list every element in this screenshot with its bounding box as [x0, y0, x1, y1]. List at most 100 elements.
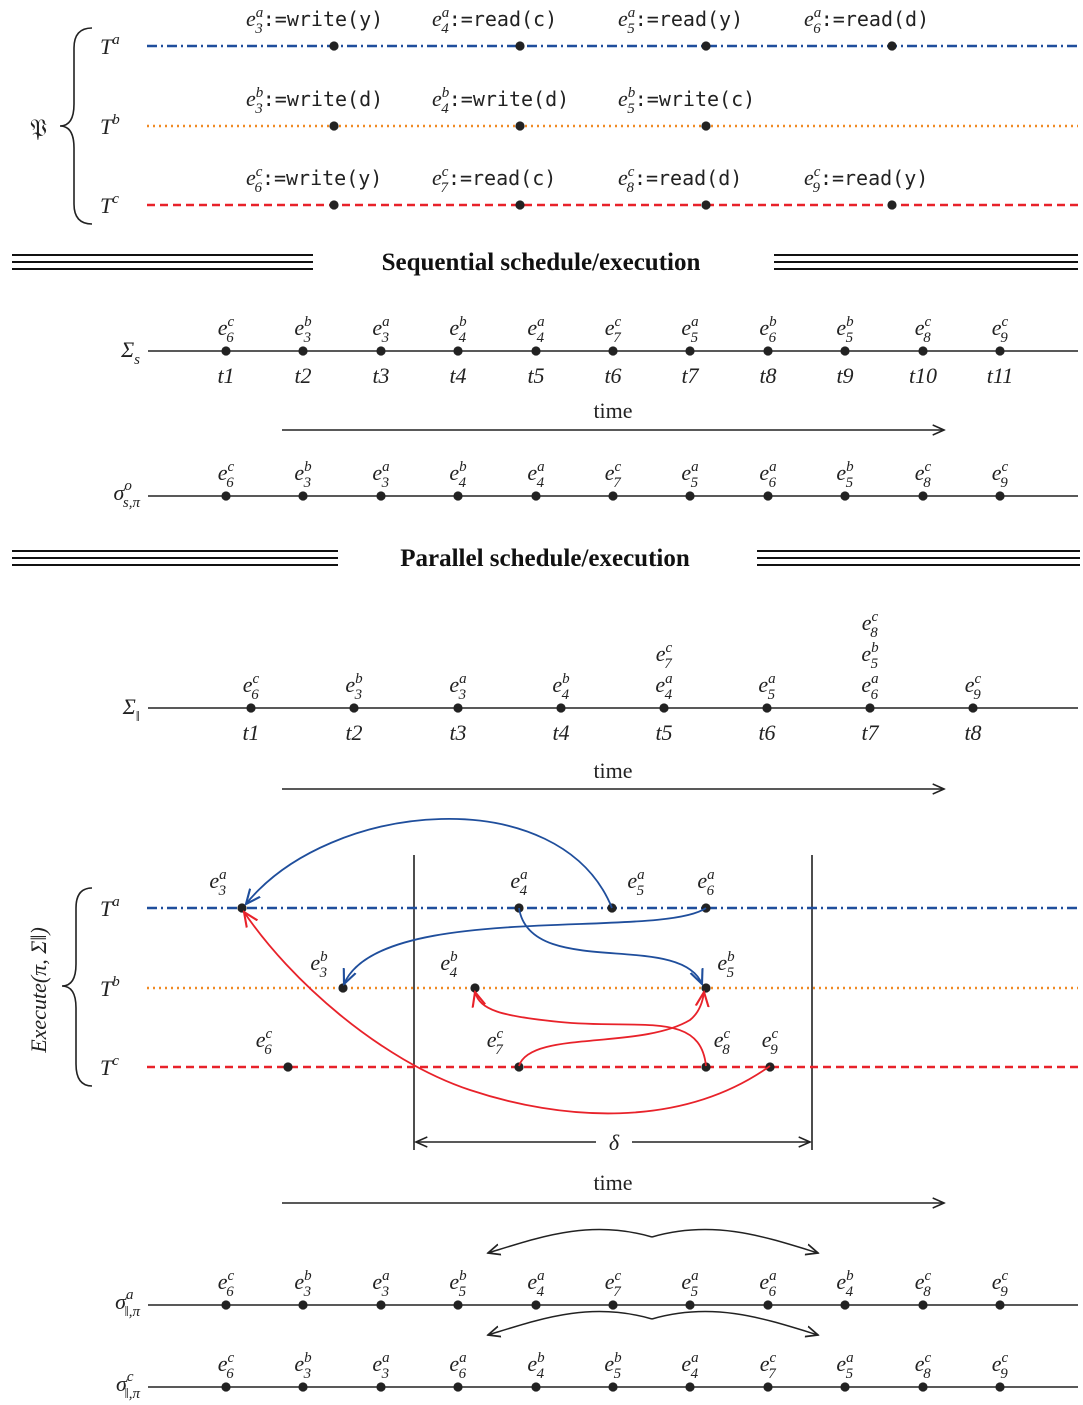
schedule-event-label: eb 4 [449, 314, 467, 346]
schedule-event-dot [840, 346, 850, 356]
parallel-observation-dot [298, 1300, 308, 1310]
program-event-label: ec 8:=read(d) [618, 164, 742, 196]
schedule-event-dot [918, 346, 928, 356]
swap-arrow-left [488, 1310, 653, 1335]
parallel-observation-dot [763, 1382, 773, 1392]
observation-event-label: ea 6 [759, 459, 776, 491]
program-section: 𝔓 Ta ea 3:=write(y) ea 4:=read(c) ea 5:=read(y… [30, 5, 1078, 225]
parallel-observation-event-label: ea 3 [372, 1268, 389, 1300]
observation-event-dot [763, 491, 773, 501]
parallel-observation-event-label: ec 6 [218, 1268, 235, 1300]
parallel-observation-event-label: ec 8 [915, 1350, 932, 1382]
parallel-observation-dot [918, 1382, 928, 1392]
schedule-event-label: ec 6 [218, 314, 235, 346]
observation-event-label: ec 7 [605, 459, 622, 491]
sequential-header: Sequential schedule/execution [12, 249, 1078, 276]
execute-section: Execute(π, Σ‖) Ta ea 3 ea 4 ea 5 ea 6 Tb eb 3 eb 4 eb 5… [26, 818, 1078, 1203]
observation-event-dot [840, 491, 850, 501]
execute-event-dot [701, 983, 711, 993]
parallel-schedule-event-label: ec 6 [243, 671, 260, 703]
sequential-observation: σo s,π ec 6 eb 3 ea 3 eb 4 ea 4 ec 7 ea 5 ea 6 eb 5 ec 8 ec 9 [114, 459, 1078, 511]
parallel-observation-event-label: ec 9 [992, 1350, 1009, 1382]
parallel-observation-event-label: ea 5 [836, 1350, 853, 1382]
time-tick-label: t2 [294, 363, 311, 388]
observation-event-label: ec 9 [992, 459, 1009, 491]
parallel-observation-event-label: ea 6 [759, 1268, 776, 1300]
execute-event-label: ea 4 [510, 867, 527, 899]
parallel-schedule-event-label: ea 3 [449, 671, 466, 703]
program-event-dot [701, 200, 711, 210]
program-thread-c-label: Tc [100, 191, 119, 218]
parallel-schedule-event-label: ec 8 [862, 609, 879, 641]
schedule-event-dot [453, 346, 463, 356]
parallel-observation-event-label: eb 3 [294, 1268, 312, 1300]
parallel-observation-dot [608, 1300, 618, 1310]
sequential-schedule-label: Σs [120, 337, 140, 368]
parallel-observation-event-label: ec 8 [915, 1268, 932, 1300]
observation-event-dot [531, 491, 541, 501]
dependency-arrows [244, 818, 771, 1115]
program-thread-b-label: Tb [100, 112, 120, 139]
parallel-observation-dot [995, 1300, 1005, 1310]
sequential-schedule: Σs ec 6 eb 3 ea 3 eb 4 ea 4 ec 7 ea 5 eb 6 eb 5 ec 8 ec 9 t1 t2 t… [120, 314, 1078, 430]
schedule-event-dot [995, 346, 1005, 356]
execute-brace [61, 887, 93, 1087]
time-tick-label: t11 [987, 363, 1013, 388]
execute-event-label: ec 9 [762, 1026, 779, 1058]
execute-event-label: ea 6 [697, 867, 714, 899]
observation-event-label: ec 6 [218, 459, 235, 491]
parallel-schedule-dot [556, 703, 566, 713]
parallel-observation-dot [221, 1382, 231, 1392]
parallel-observation-event-label: ec 7 [760, 1350, 777, 1382]
parallel-observations: σa ‖,π ec 6 eb 3 ea 3 eb 5 ea 4 ec 7 ea 5 ea 6 eb 4 ec 8 ec 9 σc… [115, 1228, 1078, 1402]
program-event-label: ea 3:=write(y) [246, 5, 383, 37]
parallel-observation-dot [995, 1382, 1005, 1392]
parallel-observation-event-label: eb 5 [604, 1350, 622, 1382]
delta-label: δ [609, 1130, 620, 1155]
schedule-event-label: eb 5 [836, 314, 854, 346]
execute-event-label: ea 3 [209, 867, 226, 899]
program-event-dot [329, 200, 339, 210]
program-event-dot [329, 121, 339, 131]
parallel-observation-event-label: ec 6 [218, 1350, 235, 1382]
program-event-dot [701, 121, 711, 131]
schedule-event-dot [298, 346, 308, 356]
schedule-event-label: ec 9 [992, 314, 1009, 346]
time-tick-label: t5 [527, 363, 544, 388]
parallel-schedule-event-label: eb 4 [552, 671, 570, 703]
parallel-schedule-dot [865, 703, 875, 713]
parallel-observation-event-label: eb 4 [836, 1268, 854, 1300]
parallel-observation-dot [608, 1382, 618, 1392]
observation-event-label: ea 3 [372, 459, 389, 491]
parallel-observation-dot [685, 1300, 695, 1310]
execute-event-label: ec 8 [714, 1026, 731, 1058]
sequential-observation-label: σo s,π [114, 478, 141, 511]
parallel-header-text: Parallel schedule/execution [400, 545, 690, 572]
execute-threads: Ta ea 3 ea 4 ea 5 ea 6 Tb eb 3 eb 4 eb 5 Tc ec 6 ec 7 ec 8 ec 9 [100, 867, 1078, 1080]
program-thread-a-label: Ta [100, 32, 120, 59]
execute-thread-b-label: Tb [100, 974, 120, 1001]
parallel-schedule-event-label: eb 5 [861, 640, 879, 672]
time-tick-label: t3 [372, 363, 389, 388]
arrow-a5-to-a3 [246, 818, 613, 909]
schedule-event-label: ea 3 [372, 314, 389, 346]
parallel-observation-event-label: ea 4 [681, 1350, 698, 1382]
schedule-event-label: ec 7 [605, 314, 622, 346]
schedule-event-label: eb 6 [759, 314, 777, 346]
swap-arrow-right [651, 1228, 818, 1253]
execute-thread-a-label: Ta [100, 894, 120, 921]
execute-event-label: eb 5 [717, 949, 735, 981]
parallel-observation-event-label: eb 5 [449, 1268, 467, 1300]
observation-event-label: ea 5 [681, 459, 698, 491]
parallel-observation-dot [453, 1300, 463, 1310]
parallel-observation-dot [531, 1300, 541, 1310]
parallel-observation-label: σa ‖,π [115, 1287, 140, 1320]
parallel-schedule-dot [968, 703, 978, 713]
execute-event-dot [701, 1062, 711, 1072]
parallel-observation-dot [840, 1382, 850, 1392]
program-event-label: eb 5:=write(c) [618, 85, 755, 117]
arrow-a4-to-b5 [518, 907, 702, 984]
execute-event-dot [283, 1062, 293, 1072]
parallel-observation-dot [376, 1300, 386, 1310]
